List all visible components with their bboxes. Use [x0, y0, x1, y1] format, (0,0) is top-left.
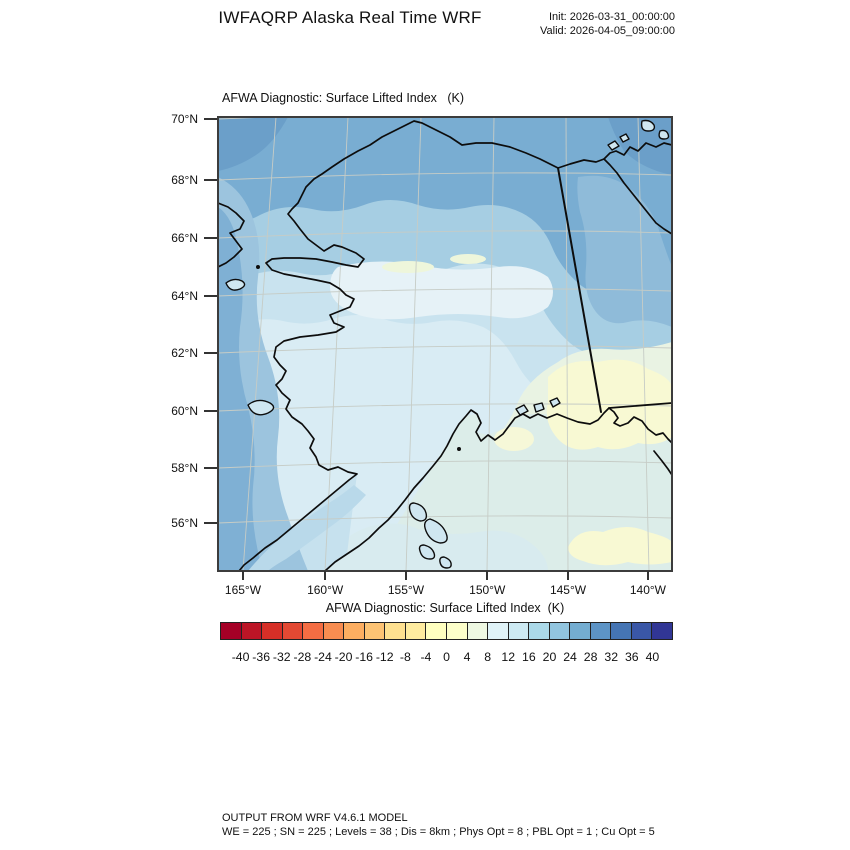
lat-tick-label: 66°N — [171, 231, 198, 246]
lon-tick — [324, 571, 326, 580]
colorbar-tick-label: -4 — [420, 650, 432, 664]
colorbar-cell — [467, 623, 489, 639]
colorbar-tick-label: -8 — [399, 650, 411, 664]
lon-tick-label: 165°W — [224, 583, 262, 597]
colorbar-tick-label: -16 — [355, 650, 374, 664]
colorbar-cell — [303, 623, 324, 639]
islands — [225, 119, 670, 569]
model-info-line1: OUTPUT FROM WRF V4.6.1 MODEL — [222, 812, 408, 824]
lat-tick-label: 70°N — [171, 111, 198, 126]
colorbar-cell — [385, 623, 406, 639]
colorbar-tick-label: 32 — [604, 650, 619, 664]
colorbar-cell — [529, 623, 550, 639]
lat-tick-label: 68°N — [171, 173, 198, 188]
colorbar-cell — [282, 623, 304, 639]
colorbar-tick-label: 8 — [484, 650, 492, 664]
lon-tick — [486, 571, 489, 580]
border-141w — [557, 167, 672, 413]
colorbar-tick-label: -32 — [272, 650, 291, 664]
colorbar-tick-label: 12 — [501, 650, 516, 664]
colorbar-cell — [262, 623, 283, 639]
lon-tick — [242, 571, 244, 580]
lon-tick-label: 140°W — [629, 583, 667, 597]
colorbar-tick-label: 28 — [583, 650, 598, 664]
colorbar-tick-label: -40 — [231, 650, 250, 664]
colorbar-tick-label: 36 — [624, 650, 639, 664]
valid-time: Valid: 2026-04-05_09:00:00 — [540, 25, 675, 37]
lon-tick-label: 150°W — [469, 583, 506, 597]
map-subtitle: AFWA Diagnostic: Surface Lifted Index (K… — [222, 91, 464, 105]
colorbar-tick-label: 4 — [463, 650, 471, 664]
colorbar-tick-label: 40 — [645, 650, 660, 664]
colorbar-cell — [364, 623, 386, 639]
graticule — [218, 117, 672, 571]
colorbar-cell — [631, 623, 653, 639]
wrf-sli-map — [218, 117, 672, 571]
lat-tick — [204, 179, 217, 181]
lat-tick-label: 62°N — [171, 346, 198, 361]
colorbar-cell — [611, 623, 632, 639]
colorbar-cell — [488, 623, 509, 639]
run-time-block: Init: 2026-03-31_00:00:00 Valid: 2026-04… — [540, 10, 675, 38]
colorbar-cell — [344, 623, 365, 639]
coastline — [218, 120, 672, 571]
lat-tick-label: 56°N — [171, 515, 198, 530]
colorbar-cell — [405, 623, 427, 639]
colorbar-cell — [426, 623, 448, 639]
colorbar-cell — [221, 623, 242, 639]
lat-tick — [204, 522, 217, 524]
colorbar-tick-label: -24 — [314, 650, 332, 664]
lon-tick-label: 155°W — [387, 583, 425, 597]
lat-tick — [204, 118, 217, 120]
page-title: IWFAQRP Alaska Real Time WRF — [218, 8, 482, 27]
lon-tick-label: 145°W — [549, 583, 587, 597]
lon-tick — [405, 571, 407, 580]
lon-tick-label: 160°W — [307, 583, 344, 597]
colorbar-tick-label: 0 — [443, 650, 450, 664]
colorbar-tick-label: -36 — [252, 650, 271, 664]
lat-tick-label: 60°N — [171, 404, 198, 419]
lon-tick — [567, 571, 569, 580]
lat-tick — [204, 467, 217, 469]
lat-tick — [204, 295, 217, 297]
lat-tick — [204, 237, 217, 239]
model-info: OUTPUT FROM WRF V4.6.1 MODEL WE = 225 ; … — [222, 812, 655, 839]
init-time: Init: 2026-03-31_00:00:00 — [549, 11, 675, 23]
colorbar-cell — [652, 623, 673, 639]
colorbar-cell — [323, 623, 345, 639]
lat-tick-label: 58°N — [171, 460, 198, 475]
lat-tick-label: 64°N — [171, 288, 198, 303]
colorbar — [220, 622, 673, 640]
lat-tick — [204, 410, 217, 412]
colorbar-cell — [549, 623, 571, 639]
colorbar-tick-label: 16 — [522, 650, 536, 664]
lon-tick — [647, 571, 649, 580]
map-canvas — [217, 116, 673, 572]
colorbar-tick-label: -20 — [334, 650, 353, 664]
lat-tick — [204, 352, 217, 354]
colorbar-cell — [570, 623, 591, 639]
colorbar-tick-label: -12 — [375, 650, 394, 664]
colorbar-tick-label: -28 — [293, 650, 312, 664]
colorbar-tick-label: 24 — [563, 650, 577, 664]
colorbar-tick-label: 20 — [542, 650, 557, 664]
colorbar-cell — [241, 623, 263, 639]
colorbar-title: AFWA Diagnostic: Surface Lifted Index (K… — [325, 601, 565, 615]
colorbar-cell — [447, 623, 468, 639]
colorbar-cell — [508, 623, 530, 639]
model-info-line2: WE = 225 ; SN = 225 ; Levels = 38 ; Dis … — [222, 825, 655, 838]
colorbar-cell — [590, 623, 612, 639]
